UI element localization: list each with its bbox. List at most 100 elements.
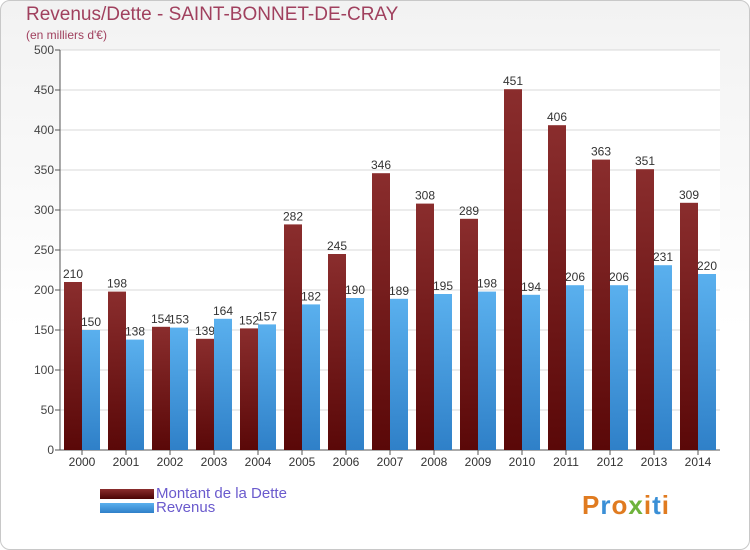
- data-label-revenus-2006: 190: [345, 283, 365, 297]
- bar-revenus-2005: [302, 304, 320, 450]
- ytick-label-50: 50: [41, 403, 55, 417]
- data-label-dette-2013: 351: [635, 154, 655, 168]
- bar-revenus-2010: [522, 294, 540, 450]
- logo-letter: i: [643, 490, 653, 520]
- data-label-revenus-2004: 157: [257, 309, 277, 323]
- ytick-label-200: 200: [34, 283, 54, 297]
- xtick-label-2001: 2001: [113, 455, 140, 469]
- data-label-dette-2006: 245: [327, 239, 347, 253]
- bar-dette-2000: [64, 282, 82, 450]
- bar-dette-2007: [372, 173, 390, 450]
- xtick-label-2002: 2002: [157, 455, 184, 469]
- ytick-label-300: 300: [34, 203, 54, 217]
- bar-dette-2001: [108, 291, 126, 450]
- xtick-label-2012: 2012: [597, 455, 624, 469]
- data-label-revenus-2000: 150: [81, 315, 101, 329]
- bar-dette-2011: [548, 125, 566, 450]
- chart-subtitle: (en milliers d'€): [26, 28, 107, 42]
- data-label-revenus-2011: 206: [565, 270, 585, 284]
- data-label-revenus-2003: 164: [213, 304, 233, 318]
- ytick-label-250: 250: [34, 243, 54, 257]
- bar-revenus-2011: [566, 285, 584, 450]
- data-label-revenus-2002: 153: [169, 313, 189, 327]
- bar-revenus-2012: [610, 285, 628, 450]
- data-label-dette-2007: 346: [371, 158, 391, 172]
- xtick-label-2013: 2013: [641, 455, 668, 469]
- bar-revenus-2002: [170, 327, 188, 450]
- bar-dette-2006: [328, 254, 346, 450]
- xtick-label-2011: 2011: [553, 455, 579, 469]
- ytick-label-400: 400: [34, 123, 54, 137]
- logo-letter: t: [652, 490, 662, 520]
- logo-letter: i: [661, 490, 670, 520]
- data-label-dette-2010: 451: [503, 74, 523, 88]
- bar-dette-2013: [636, 169, 654, 450]
- bar-dette-2003: [196, 338, 214, 450]
- xtick-label-2005: 2005: [289, 455, 316, 469]
- data-label-dette-2009: 289: [459, 204, 479, 218]
- bar-revenus-2014: [698, 274, 716, 450]
- legend-label-revenus: Revenus: [156, 499, 216, 516]
- data-label-revenus-2012: 206: [609, 270, 629, 284]
- logo-letter: P: [582, 490, 601, 520]
- bar-dette-2012: [592, 159, 610, 450]
- xtick-label-2008: 2008: [421, 455, 448, 469]
- data-label-dette-2004: 152: [239, 313, 259, 327]
- data-label-revenus-2013: 231: [653, 250, 673, 264]
- data-label-dette-2005: 282: [283, 209, 303, 223]
- ytick-label-350: 350: [34, 163, 54, 177]
- xtick-label-2009: 2009: [465, 455, 492, 469]
- data-label-dette-2014: 309: [679, 188, 699, 202]
- bar-revenus-2003: [214, 318, 232, 450]
- bar-revenus-2009: [478, 291, 496, 450]
- xtick-label-2000: 2000: [69, 455, 96, 469]
- xtick-label-2007: 2007: [377, 455, 404, 469]
- bar-dette-2002: [152, 326, 170, 450]
- data-label-revenus-2010: 194: [521, 280, 541, 294]
- xtick-label-2014: 2014: [685, 455, 712, 469]
- bar-revenus-2008: [434, 294, 452, 450]
- logo-letter: x: [628, 490, 644, 520]
- bar-revenus-2007: [390, 298, 408, 450]
- bar-revenus-2004: [258, 324, 276, 450]
- data-label-dette-2003: 139: [195, 324, 215, 338]
- xtick-label-2004: 2004: [245, 455, 272, 469]
- logo-letter: o: [611, 490, 629, 520]
- bar-revenus-2000: [82, 330, 100, 450]
- bar-dette-2014: [680, 202, 698, 450]
- legend-label-dette: Montant de la Dette: [156, 485, 287, 502]
- legend-swatch-dette: [100, 489, 154, 499]
- data-label-dette-2002: 154: [151, 312, 171, 326]
- ytick-label-500: 500: [34, 43, 54, 57]
- bar-dette-2010: [504, 89, 522, 450]
- bar-dette-2009: [460, 218, 478, 450]
- data-label-revenus-2009: 198: [477, 277, 497, 291]
- data-label-dette-2012: 363: [591, 145, 611, 159]
- xtick-label-2010: 2010: [509, 455, 536, 469]
- ytick-label-0: 0: [47, 443, 54, 457]
- data-label-revenus-2008: 195: [433, 279, 453, 293]
- logo-letter: r: [600, 490, 612, 520]
- bar-revenus-2001: [126, 339, 144, 450]
- data-label-revenus-2005: 182: [301, 289, 321, 303]
- data-label-revenus-2014: 220: [697, 259, 717, 273]
- xtick-label-2003: 2003: [201, 455, 228, 469]
- legend-item-dette: Montant de la Dette: [100, 485, 360, 504]
- data-label-dette-2000: 210: [63, 267, 83, 281]
- proxiti-logo: Proxiti: [582, 490, 670, 521]
- bar-dette-2005: [284, 224, 302, 450]
- legend-item-revenus: Revenus: [100, 499, 360, 518]
- ytick-label-450: 450: [34, 83, 54, 97]
- bar-revenus-2013: [654, 265, 672, 450]
- bar-dette-2004: [240, 328, 258, 450]
- data-label-revenus-2007: 189: [389, 284, 409, 298]
- legend-swatch-revenus: [100, 503, 154, 513]
- data-label-revenus-2001: 138: [125, 325, 145, 339]
- data-label-dette-2011: 406: [547, 110, 567, 124]
- ytick-label-150: 150: [34, 323, 54, 337]
- ytick-label-100: 100: [34, 363, 54, 377]
- bar-revenus-2006: [346, 298, 364, 450]
- xtick-label-2006: 2006: [333, 455, 360, 469]
- data-label-dette-2001: 198: [107, 277, 127, 291]
